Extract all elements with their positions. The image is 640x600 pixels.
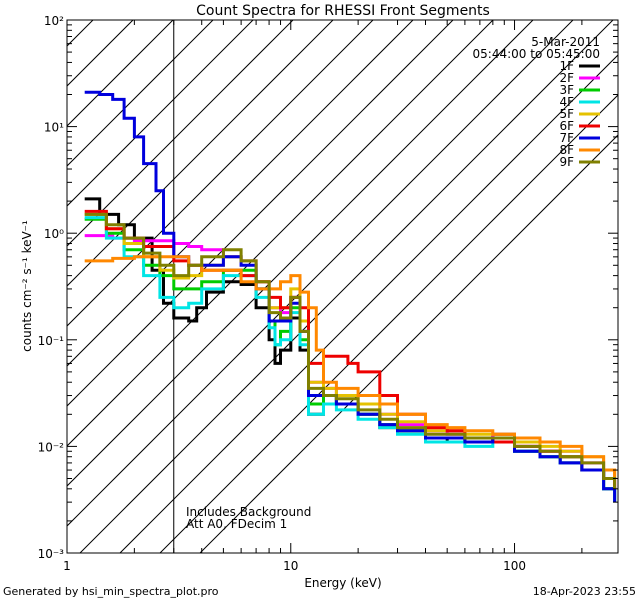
hatch-line [79,20,614,553]
y-tick-label: 10¹ [44,121,64,135]
legend-label: 1F [559,59,574,73]
series-4f-line [84,216,617,503]
chart-title: Count Spectra for RHESSI Front Segments [196,3,490,19]
annotation-background: Includes Background [186,505,311,519]
hatch-line [67,20,94,47]
y-axis-label: counts cm⁻² s⁻¹ keV⁻¹ [20,220,34,352]
hatch-line [199,134,618,553]
hatch-line [67,20,374,327]
hatch-line [0,20,13,553]
legend-label: 8F [559,143,574,157]
hatch-line [67,20,174,127]
x-axis-label: Energy (keV) [304,576,381,590]
footer-timestamp: 18-Apr-2023 23:55 [533,585,636,598]
hatch-line [67,20,334,287]
hatch-line [119,54,618,553]
x-tick-label: 10 [283,559,298,573]
y-tick-label: 10⁻¹ [38,334,65,348]
y-tick-label: 10⁻³ [38,547,65,561]
series-8f-line [84,255,617,479]
legend-label: 9F [559,155,574,169]
hatched-region [0,20,618,553]
annotation-attenuator: Att A0, FDecim 1 [186,517,287,531]
axes: 1 10 100 10⁻³ 10⁻² 10⁻¹ 10⁰ 10¹ 10² [38,14,618,573]
legend-label: 3F [559,83,574,97]
series-group [84,90,617,503]
hatch-line [67,20,494,447]
legend-label: 6F [559,119,574,133]
hatch-line [159,94,618,553]
legend-label: 2F [559,71,574,85]
series-9f-line [84,212,617,489]
y-tick-label: 10² [44,14,64,28]
x-tick-label: 100 [503,559,526,573]
x-tick-label: 1 [63,559,71,573]
series-1f-line [84,197,617,503]
hatch-line [67,20,574,527]
hatch-line [67,20,294,247]
hatch-line [67,20,254,207]
legend-label: 4F [559,95,574,109]
hatch-line [67,20,414,367]
series-3f-line [84,217,617,503]
time-range-text: 05:44:00 to 05:45:00 [473,47,600,61]
y-tick-label: 10⁰ [44,227,64,241]
generated-by-text: Generated by hsi_min_spectra_plot.pro [3,585,219,598]
y-tick-label: 10⁻² [38,440,65,454]
legend-label: 5F [559,107,574,121]
hatch-line [67,20,534,487]
legend-label: 7F [559,131,574,145]
hatch-line [67,20,454,407]
plot-frame [66,19,619,554]
date-text: 5-Mar-2011 [531,35,600,49]
